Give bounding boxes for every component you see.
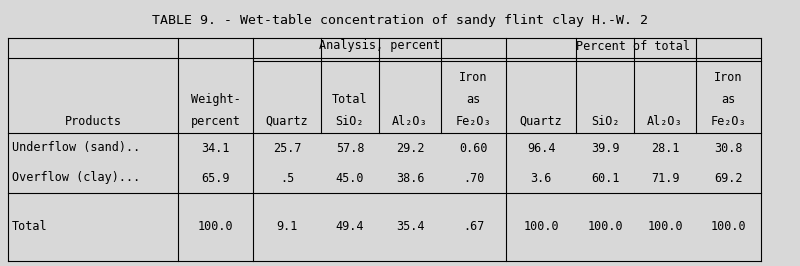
Text: 25.7: 25.7: [273, 142, 302, 155]
Text: SiO₂: SiO₂: [336, 115, 364, 128]
Text: 100.0: 100.0: [710, 221, 746, 234]
Text: 69.2: 69.2: [714, 172, 742, 185]
Text: 100.0: 100.0: [587, 221, 623, 234]
Text: Analysis, percent: Analysis, percent: [319, 39, 440, 52]
Text: .5: .5: [280, 172, 294, 185]
Text: Fe₂O₃: Fe₂O₃: [710, 115, 746, 128]
Text: 39.9: 39.9: [590, 142, 619, 155]
Text: 29.2: 29.2: [396, 142, 424, 155]
Text: 100.0: 100.0: [523, 221, 559, 234]
Text: 28.1: 28.1: [650, 142, 679, 155]
Text: 35.4: 35.4: [396, 221, 424, 234]
Text: 71.9: 71.9: [650, 172, 679, 185]
Text: 100.0: 100.0: [198, 221, 234, 234]
Text: .67: .67: [463, 221, 484, 234]
Text: as: as: [722, 93, 736, 106]
Text: Quartz: Quartz: [520, 115, 562, 128]
Text: Quartz: Quartz: [266, 115, 308, 128]
Text: 30.8: 30.8: [714, 142, 742, 155]
Text: Percent of total: Percent of total: [577, 39, 690, 52]
Text: Underflow (sand)..: Underflow (sand)..: [12, 142, 140, 155]
Text: percent: percent: [190, 115, 241, 128]
Text: Overflow (clay)...: Overflow (clay)...: [12, 172, 140, 185]
Text: Iron: Iron: [459, 71, 488, 84]
Text: .70: .70: [463, 172, 484, 185]
Text: SiO₂: SiO₂: [590, 115, 619, 128]
Text: 34.1: 34.1: [202, 142, 230, 155]
Text: 57.8: 57.8: [336, 142, 364, 155]
Text: 9.1: 9.1: [276, 221, 298, 234]
Text: Weight-: Weight-: [190, 93, 241, 106]
Text: Iron: Iron: [714, 71, 742, 84]
Text: Al₂O₃: Al₂O₃: [392, 115, 428, 128]
Text: 3.6: 3.6: [530, 172, 552, 185]
Text: Total: Total: [12, 221, 48, 234]
Text: 45.0: 45.0: [336, 172, 364, 185]
Text: 96.4: 96.4: [526, 142, 555, 155]
Text: 65.9: 65.9: [202, 172, 230, 185]
Text: as: as: [466, 93, 481, 106]
Text: Fe₂O₃: Fe₂O₃: [456, 115, 491, 128]
Text: 60.1: 60.1: [590, 172, 619, 185]
Text: TABLE 9. - Wet-table concentration of sandy flint clay H.-W. 2: TABLE 9. - Wet-table concentration of sa…: [152, 14, 648, 27]
Text: 49.4: 49.4: [336, 221, 364, 234]
Text: Al₂O₃: Al₂O₃: [647, 115, 683, 128]
Text: Total: Total: [332, 93, 368, 106]
Text: 38.6: 38.6: [396, 172, 424, 185]
Text: 100.0: 100.0: [647, 221, 683, 234]
Text: Products: Products: [65, 115, 122, 128]
Text: 0.60: 0.60: [459, 142, 488, 155]
